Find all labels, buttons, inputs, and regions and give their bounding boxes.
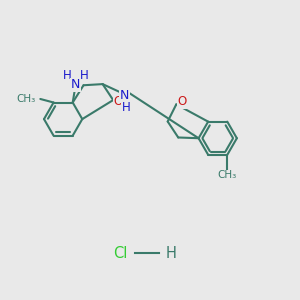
Text: H: H — [122, 100, 130, 114]
Text: H: H — [63, 69, 72, 82]
Text: N: N — [120, 89, 129, 102]
Text: CH₃: CH₃ — [218, 170, 237, 180]
Text: H: H — [80, 69, 88, 82]
Text: CH₃: CH₃ — [17, 94, 36, 104]
Text: O: O — [178, 95, 187, 108]
Text: H: H — [165, 246, 176, 261]
Text: O: O — [114, 95, 123, 108]
Text: N: N — [71, 78, 80, 91]
Text: Cl: Cl — [113, 246, 128, 261]
